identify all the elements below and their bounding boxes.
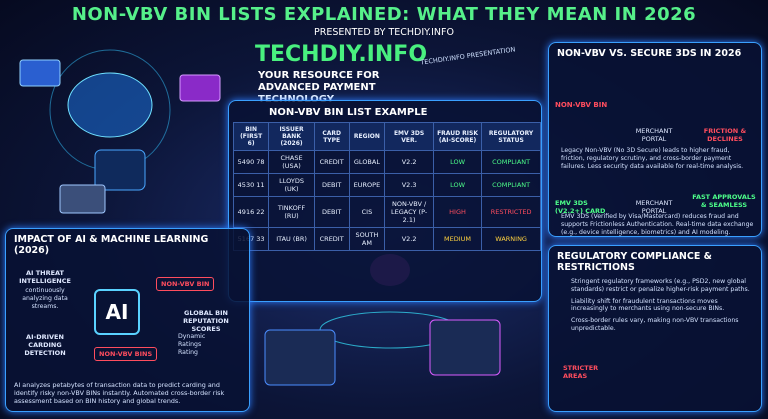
table-cell: HIGH bbox=[432, 196, 483, 228]
table-cell: CHASE (USA) bbox=[268, 150, 315, 174]
table-row: 5490 78 CHASE (USA) CREDIT GLOBAL V2.2 LOW COM… bbox=[232, 150, 541, 174]
regulatory-title: REGULATORY COMPLIANCE & RESTRICTIONS bbox=[557, 251, 712, 273]
approval-result: FAST APPROVALS & SEAMLESS bbox=[692, 193, 756, 209]
table-cell: RESTRICTED bbox=[481, 196, 541, 228]
friction-result: FRICTION & DECLINES bbox=[703, 127, 747, 143]
detection-label: AI-DRIVEN CARDING DETECTION bbox=[24, 333, 66, 357]
title: NON-VBV BIN LISTS EXPLAINED: WHAT THEY M… bbox=[71, 4, 697, 25]
table-cell: COMPLIANT bbox=[481, 173, 541, 197]
table-cell: LOW bbox=[432, 150, 483, 174]
table-panel: NON-VBV BIN LIST EXAMPLE BIN (FIRST 6) IS… bbox=[228, 100, 542, 302]
comparison-title: NON-VBV VS. SECURE 3DS IN 2026 bbox=[557, 48, 742, 59]
table-cell: CREDIT bbox=[313, 227, 350, 251]
emv-card: EMV 3DS (V2.2+) CARD bbox=[555, 199, 606, 215]
bins-alert: NON-VBV BINS bbox=[94, 347, 158, 361]
merchant-portal: MERCHANT PORTAL bbox=[635, 199, 673, 215]
table-cell: 5490 78 bbox=[232, 150, 270, 174]
column-header: REGION bbox=[348, 122, 386, 151]
reputation-item: Rating bbox=[178, 348, 198, 356]
table-cell: MEDIUM bbox=[432, 227, 483, 251]
ai-title: IMPACT OF AI & MACHINE LEARNING (2026) bbox=[14, 234, 209, 256]
table-cell: LOW bbox=[432, 173, 483, 197]
column-header: EMV 3DS VER. bbox=[384, 122, 434, 151]
brand-tagline: YOUR RESOURCE FOR ADVANCED PAYMENT TECHN… bbox=[258, 70, 380, 105]
non-vbv-text: Legacy Non-VBV (No 3D Secure) leads to h… bbox=[561, 147, 744, 170]
table-cell: COMPLIANT bbox=[481, 150, 541, 174]
ai-panel: IMPACT OF AI & MACHINE LEARNING (2026) A… bbox=[5, 228, 250, 412]
column-header: BIN (FIRST 6) bbox=[232, 122, 270, 151]
regulatory-panel: REGULATORY COMPLIANCE & RESTRICTIONS Str… bbox=[548, 245, 762, 412]
table-cell: CIS bbox=[348, 196, 386, 228]
table-cell: V2.2 bbox=[384, 227, 434, 251]
table-cell: 4530 11 bbox=[232, 173, 270, 197]
table-cell: 4916 22 bbox=[232, 196, 270, 228]
ai-core: AI bbox=[94, 289, 140, 335]
table-row: 4916 22 TINKOFF (RU) DEBIT CIS NON-VBV / LEG… bbox=[232, 196, 541, 228]
table-cell: LLOYDS (UK) bbox=[268, 173, 315, 197]
table-cell: NON-VBV / LEGACY (P-2.1) bbox=[384, 196, 434, 228]
comparison-panel: NON-VBV VS. SECURE 3DS IN 2026 NON-VBV B… bbox=[548, 42, 762, 237]
reputation-title: GLOBAL BIN REPUTATION SCORES bbox=[183, 309, 229, 333]
subtitle: PRESENTED BY TECHDIY.INFO bbox=[314, 27, 454, 38]
merchant-portal: MERCHANT PORTAL bbox=[635, 127, 673, 143]
header-row: BIN (FIRST 6) ISSUER BANK (2026) CARD TYPE… bbox=[232, 122, 541, 151]
non-vbv-card: NON-VBV BIN bbox=[555, 101, 608, 109]
bin-alert: NON-VBV BIN bbox=[156, 277, 215, 291]
table-cell: DEBIT bbox=[313, 196, 350, 228]
reputation-item: Ratings bbox=[178, 340, 202, 348]
table-cell: V2.2 bbox=[384, 150, 434, 174]
table-cell: EUROPE bbox=[348, 173, 386, 197]
table-cell: TINKOFF (RU) bbox=[268, 196, 315, 228]
table-row: 5167 33 ITAU (BR) CREDIT SOUTH AM V2.2 MEDIUM… bbox=[232, 227, 541, 251]
table-cell: GLOBAL bbox=[348, 150, 386, 174]
column-header: ISSUER BANK (2026) bbox=[268, 122, 315, 151]
threat-label: AI THREAT INTELLIGENCE bbox=[19, 269, 71, 285]
regulatory-point: Stringent regulatory frameworks (e.g., P… bbox=[571, 278, 750, 293]
table-title: NON-VBV BIN LIST EXAMPLE bbox=[269, 107, 428, 118]
regulatory-point: Liability shift for fraudulent transacti… bbox=[571, 297, 725, 313]
table-cell: V2.3 bbox=[384, 173, 434, 197]
table-cell: SOUTH AM bbox=[348, 227, 386, 251]
bin-table: BIN (FIRST 6) ISSUER BANK (2026) CARD TYPE… bbox=[232, 122, 541, 251]
table-cell: WARNING bbox=[481, 227, 541, 251]
column-header: FRAUD RISK (AI-SCORE) bbox=[432, 122, 483, 151]
secure-text: EMV 3DS (Verified by Visa/Mastercard) re… bbox=[561, 213, 754, 236]
table-row: 4530 11 LLOYDS (UK) DEBIT EUROPE V2.3 LOW COMP… bbox=[232, 173, 541, 197]
threat-text: continuously analyzing data streams. bbox=[22, 287, 68, 310]
reputation-item: Dynamic bbox=[178, 333, 206, 340]
table-cell: DEBIT bbox=[313, 173, 350, 197]
map-label: STRICTER AREAS bbox=[563, 364, 599, 380]
column-header: CARD TYPE bbox=[313, 122, 350, 151]
brand-name: TECHDIY.INFO bbox=[255, 42, 428, 67]
ai-summary: AI analyzes petabytes of transaction dat… bbox=[14, 381, 225, 405]
column-header: REGULATORY STATUS bbox=[481, 122, 541, 151]
table-cell: ITAU (BR) bbox=[268, 227, 315, 251]
regulatory-point: Cross-border rules vary, making non-VBV … bbox=[571, 317, 739, 332]
table-cell: CREDIT bbox=[313, 150, 350, 174]
